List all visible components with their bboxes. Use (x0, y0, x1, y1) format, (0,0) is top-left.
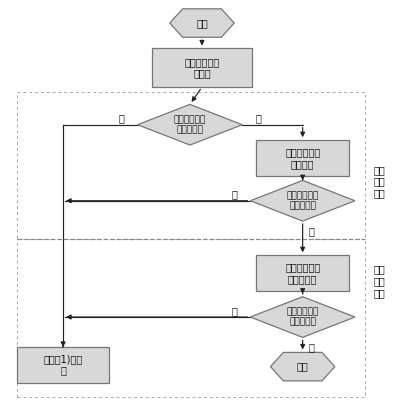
Text: 告警: 告警 (297, 361, 309, 372)
Polygon shape (250, 297, 355, 337)
Text: 开始: 开始 (196, 18, 208, 28)
Text: 否: 否 (255, 113, 261, 124)
Text: 主变出线侧电
压是否正常: 主变出线侧电 压是否正常 (286, 307, 319, 327)
Text: 是: 是 (118, 113, 124, 124)
Text: 是: 是 (231, 306, 237, 316)
Bar (17, 92, 365, 239)
Text: 否: 否 (309, 226, 315, 236)
Polygon shape (250, 180, 355, 221)
Polygon shape (270, 353, 335, 381)
Text: 主变出线侧电
压是否正常: 主变出线侧电 压是否正常 (174, 115, 206, 134)
Text: 投切配网内无
功补偿设备: 投切配网内无 功补偿设备 (285, 262, 320, 284)
Text: 调整主变分接
头档位: 调整主变分接 头档位 (184, 57, 220, 79)
Text: 站内
就地
控制: 站内 就地 控制 (373, 165, 385, 198)
Bar (17, 347, 109, 383)
Bar (257, 140, 349, 176)
Text: 投切站内无功
补偿设备: 投切站内无功 补偿设备 (285, 147, 320, 169)
Bar (152, 49, 252, 87)
Polygon shape (138, 104, 242, 145)
Text: 主变出线侧电
压是否正常: 主变出线侧电 压是否正常 (286, 191, 319, 211)
Polygon shape (170, 9, 234, 37)
Text: 转入第1)种情
况: 转入第1)种情 况 (44, 354, 83, 375)
Text: 否: 否 (309, 343, 315, 353)
Bar (257, 255, 349, 291)
Bar (17, 239, 365, 397)
Text: 配网
协调
控制: 配网 协调 控制 (373, 265, 385, 298)
Text: 是: 是 (231, 190, 237, 200)
